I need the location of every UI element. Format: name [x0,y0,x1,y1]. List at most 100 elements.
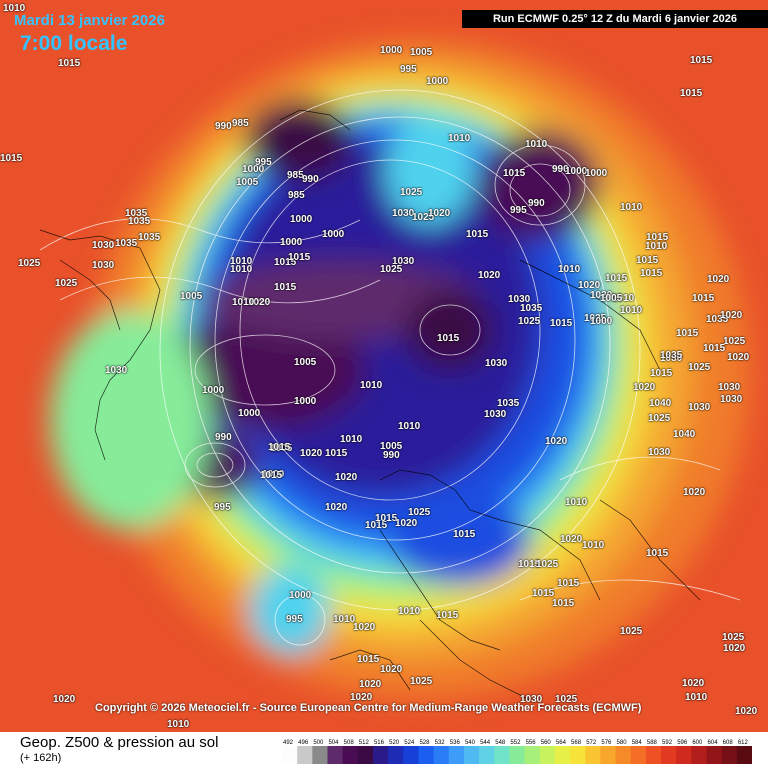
pressure-label: 1015 [676,328,698,339]
colorbar-tick-label: 596 [677,740,688,746]
colorbar-tick-label: 500 [313,740,324,746]
pressure-label: 1040 [649,398,671,409]
pressure-label: 1030 [92,260,114,271]
colorbar-tick-label: 580 [617,740,628,746]
pressure-label: 1025 [688,362,710,373]
pressure-label: 1025 [722,632,744,643]
pressure-label: 1015 [274,282,296,293]
pressure-label: 985 [288,190,305,201]
pressure-label: 1005 [294,357,316,368]
colorbar-swatch [691,746,707,764]
pressure-label: 990 [215,121,232,132]
colorbar-tick-label: 608 [723,740,734,746]
pressure-label: 1000 [322,229,344,240]
pressure-label: 1020 [478,270,500,281]
pressure-label: 990 [302,174,319,185]
pressure-label: 1025 [518,316,540,327]
pressure-label: 1015 [0,153,22,164]
pressure-label: 1010 [230,256,252,267]
pressure-label: 1040 [673,429,695,440]
pressure-label: 995 [400,64,417,75]
pressure-label: 1015 [325,448,347,459]
pressure-label: 1025 [620,626,642,637]
colorbar-tick-label: 504 [328,740,339,746]
pressure-label: 1025 [648,413,670,424]
pressure-label: 1010 [685,692,707,703]
pressure-label: 1020 [633,382,655,393]
colorbar-swatch [464,746,480,764]
colorbar-swatch [631,746,647,764]
colorbar-tick-label: 520 [389,740,400,746]
pressure-label: 1020 [325,502,347,513]
colorbar-swatch [722,746,738,764]
pressure-label: 1010 [340,434,362,445]
pressure-label: 1010 [232,297,254,308]
pressure-label: 1020 [727,352,749,363]
pressure-label: 1015 [636,255,658,266]
pressure-label: 1000 [565,166,587,177]
colorbar-tick-label: 524 [404,740,415,746]
colorbar-swatch [418,746,434,764]
colorbar-swatch [600,746,616,764]
pressure-label: 1020 [560,534,582,545]
pressure-label: 1015 [466,229,488,240]
pressure-label: 1025 [18,258,40,269]
pressure-label: 990 [215,432,232,443]
pressure-label: 1015 [357,654,379,665]
pressure-label: 1015 [288,252,310,263]
pressure-label: 990 [528,198,545,209]
pressure-label: 1000 [280,237,302,248]
colorbar-tick-label: 568 [571,740,582,746]
colorbar-tick-label: 496 [298,740,309,746]
colorbar-tick-label: 536 [450,740,461,746]
colorbar-swatch [327,746,343,764]
pressure-label: 1030 [718,382,740,393]
pressure-label: 1010 [333,614,355,625]
copyright-notice: Copyright © 2026 Meteociel.fr - Source E… [95,702,641,714]
pressure-label: 1020 [53,694,75,705]
pressure-label: 995 [510,205,527,216]
colorbar-swatch [509,746,525,764]
pressure-label: 1015 [532,588,554,599]
pressure-label: 1000 [289,590,311,601]
pressure-label: 1015 [437,333,459,344]
colorbar-swatch [434,746,450,764]
pressure-label: 1020 [545,436,567,447]
pressure-label: 1020 [359,679,381,690]
colorbar-swatch [449,746,465,764]
colorbar-swatch [555,746,571,764]
pressure-label: 1005 [180,291,202,302]
pressure-label: 1005 [600,293,622,304]
colorbar-tick-label: 592 [662,740,673,746]
colorbar-tick-label: 556 [526,740,537,746]
pressure-label: 1030 [484,409,506,420]
pressure-label: 1010 [167,719,189,730]
pressure-label: 1000 [202,385,224,396]
pressure-label: 1015 [680,88,702,99]
colorbar-swatch [525,746,541,764]
pressure-label: 1005 [236,177,258,188]
colorbar-tick-label: 588 [647,740,658,746]
pressure-label: 1030 [720,394,742,405]
pressure-label: 1010 [558,264,580,275]
pressure-label: 1035 [520,303,542,314]
colorbar-swatch [373,746,389,764]
pressure-label: 1010 [525,139,547,150]
pressure-label: 1015 [640,268,662,279]
colorbar-swatch [585,746,601,764]
colorbar-tick-label: 528 [419,740,430,746]
pressure-label: 1000 [238,408,260,419]
pressure-label: 1025 [55,278,77,289]
colorbar-tick-label: 548 [495,740,506,746]
pressure-label: 1020 [395,518,417,529]
pressure-label: 1035 [115,238,137,249]
pressure-label: 1010 [565,497,587,508]
pressure-label: 990 [383,450,400,461]
pressure-label: 1030 [688,402,710,413]
colorbar-swatch [343,746,359,764]
pressure-label: 1015 [646,232,668,243]
pressure-label: 1020 [300,448,322,459]
pressure-label: 1035 [138,232,160,243]
colorbar-swatch [707,746,723,764]
colorbar-swatch [297,746,313,764]
